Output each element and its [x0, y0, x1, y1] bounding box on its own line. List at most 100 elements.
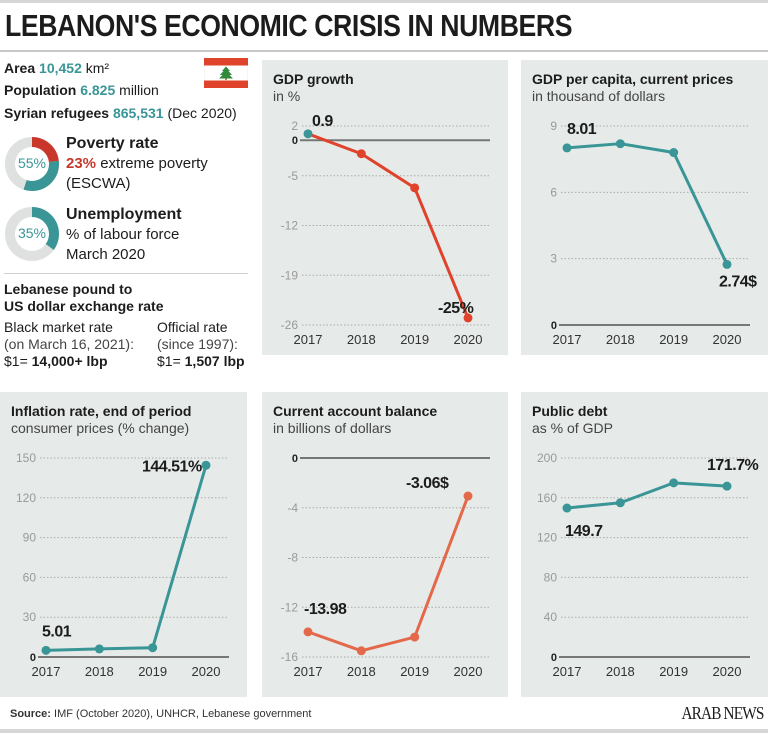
black-market-note: (on March 16, 2021): — [4, 336, 134, 352]
source-label: Source: — [10, 708, 51, 720]
unemployment-arc — [5, 207, 59, 261]
y-tick-label: 90 — [23, 531, 37, 545]
x-tick-label: 2020 — [454, 332, 483, 347]
x-tick-label: 2018 — [85, 664, 114, 679]
unemployment-text: Unemployment % of labour force March 202… — [66, 205, 182, 265]
black-market-rate: Black market rate (on March 16, 2021): $… — [4, 319, 134, 370]
series-line — [307, 132, 470, 319]
x-tick-label: 2020 — [713, 664, 742, 679]
data-point — [201, 460, 211, 470]
black-market-prefix: $1= — [4, 353, 28, 369]
y-tick-label: -4 — [287, 501, 298, 515]
top-border — [0, 0, 768, 3]
poverty-donut — [5, 137, 59, 191]
x-tick-label: 2019 — [400, 332, 429, 347]
x-tick-label: 2020 — [192, 664, 221, 679]
unemployment-line2: March 2020 — [66, 246, 146, 263]
data-label: -3.06$ — [406, 475, 449, 492]
y-tick-label: 80 — [544, 570, 558, 584]
x-tick-label: 2018 — [606, 332, 635, 347]
population-fact: Population 6.825 million — [4, 82, 159, 98]
area-value: 10,452 — [39, 60, 82, 76]
y-tick-label: -19 — [281, 268, 299, 282]
page-title: LEBANON'S ECONOMIC CRISIS IN NUMBERS — [5, 8, 573, 43]
y-tick-label: 150 — [16, 451, 36, 465]
area-fact: Area 10,452 km² — [4, 60, 109, 76]
y-tick-label: -8 — [287, 551, 298, 565]
area-unit: km² — [85, 60, 110, 76]
exchange-title-1: Lebanese pound to — [4, 281, 133, 297]
unemployment-percent: 35% — [17, 225, 47, 241]
y-tick-label: 0 — [30, 652, 36, 664]
y-tick-label: 9 — [550, 119, 557, 133]
official-rate: Official rate (since 1997): $1= 1,507 lb… — [157, 319, 245, 370]
title-divider — [0, 50, 768, 52]
y-tick-label: -26 — [281, 318, 299, 332]
x-tick-label: 2020 — [454, 664, 483, 679]
data-label: 2.74$ — [719, 273, 757, 290]
chart-title: GDP per capita, current prices — [532, 71, 734, 87]
y-tick-label: -5 — [287, 169, 298, 183]
data-point — [303, 129, 313, 139]
arab-news-logo: ARAB NEWS — [681, 703, 765, 723]
refugees-value: 865,531 — [112, 105, 164, 121]
chart-subtitle: in thousand of dollars — [532, 88, 666, 104]
y-tick-label: 0 — [551, 652, 557, 664]
gdp-growth-panel: GDP growth in % 2 0 -5 -12 -19 -26 2017 2018 201… — [262, 60, 508, 355]
chart-subtitle: consumer prices (% change) — [11, 420, 190, 436]
data-label: 8.01 — [567, 121, 597, 138]
data-label: 5.01 — [42, 623, 72, 640]
bottom-border — [0, 729, 768, 733]
refugees-note: (Dec 2020) — [167, 105, 237, 121]
y-tick-label: -12 — [281, 600, 299, 614]
population-unit: million — [119, 82, 159, 98]
population-value: 6.825 — [80, 82, 116, 98]
data-point — [463, 313, 473, 323]
poverty-text: Poverty rate 23% extreme poverty (ESCWA) — [66, 134, 208, 194]
poverty-source: (ESCWA) — [66, 175, 131, 192]
chart-title: GDP growth — [273, 71, 354, 87]
black-market-value: 14,000+ lbp — [31, 353, 108, 369]
y-tick-label: 0 — [292, 135, 298, 147]
poverty-percent: 55% — [17, 155, 47, 171]
x-tick-label: 2019 — [659, 664, 688, 679]
series-line — [45, 464, 208, 652]
extreme-poverty-value: 23% — [66, 155, 97, 172]
area-label: Area — [4, 60, 36, 76]
chart-title: Public debt — [532, 403, 608, 419]
extreme-poverty-text: extreme poverty — [100, 155, 208, 172]
series-line — [566, 142, 729, 266]
x-tick-label: 2017 — [553, 664, 582, 679]
x-tick-label: 2017 — [553, 332, 582, 347]
official-note: (since 1997): — [157, 336, 238, 352]
data-point — [562, 143, 572, 153]
y-tick-label: -16 — [281, 650, 299, 664]
x-tick-label: 2019 — [659, 332, 688, 347]
official-value: 1,507 lbp — [184, 353, 245, 369]
series-line — [307, 495, 470, 653]
source-note: Source: IMF (October 2020), UNHCR, Leban… — [10, 708, 311, 720]
data-point — [148, 643, 158, 653]
x-tick-label: 2018 — [606, 664, 635, 679]
data-label: -25% — [438, 300, 474, 317]
x-tick-label: 2019 — [400, 664, 429, 679]
y-tick-label: 2 — [291, 119, 298, 133]
source-text: IMF (October 2020), UNHCR, Lebanese gove… — [54, 708, 312, 720]
chart-title: Inflation rate, end of period — [11, 403, 192, 419]
y-tick-label: 0 — [551, 320, 557, 332]
y-tick-label: 200 — [537, 451, 557, 465]
data-point — [669, 148, 679, 158]
public-debt-panel: Public debt as % of GDP 200 160 120 80 40 0 20… — [521, 392, 768, 697]
data-point — [94, 644, 104, 654]
y-tick-label: 30 — [23, 610, 37, 624]
population-label: Population — [4, 82, 77, 98]
x-tick-label: 2018 — [347, 332, 376, 347]
refugees-fact: Syrian refugees 865,531 (Dec 2020) — [4, 105, 237, 121]
x-tick-label: 2017 — [294, 332, 323, 347]
exchange-title-2: US dollar exchange rate — [4, 298, 164, 314]
